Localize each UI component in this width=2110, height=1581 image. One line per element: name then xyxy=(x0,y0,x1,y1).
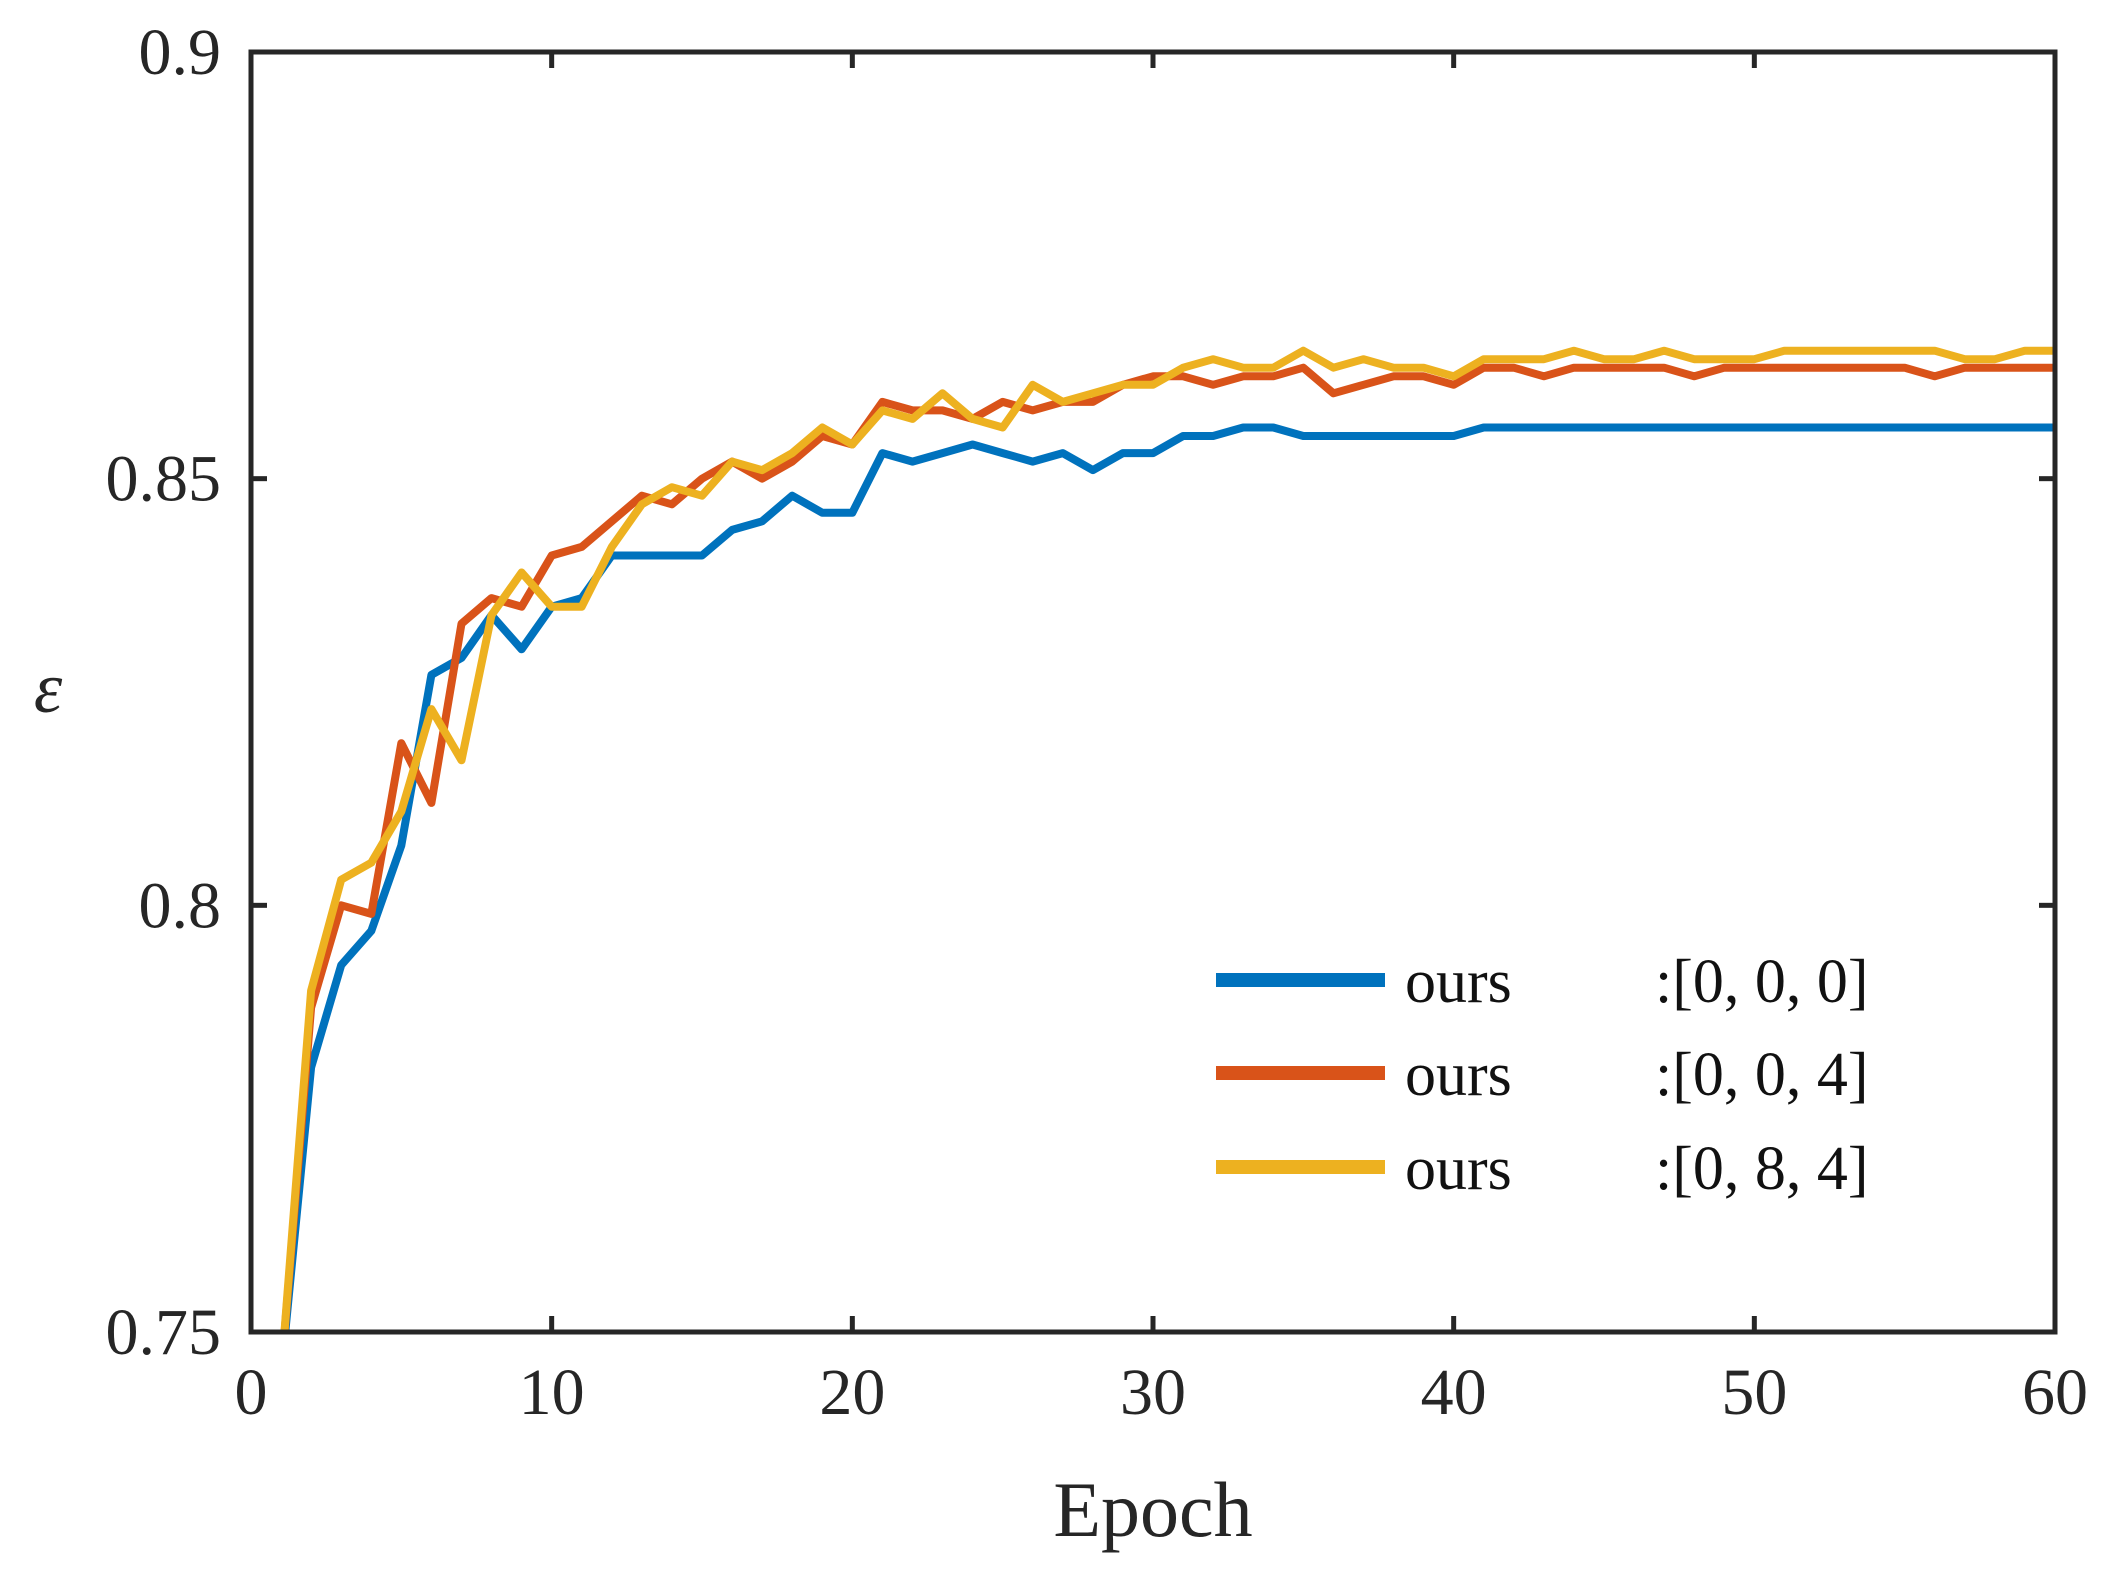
axes: 0 10 20 30 40 50 60 0.75 0.8 0.85 0.9 Epoch ε xyxy=(34,16,2088,1553)
y-tick-label: 0.75 xyxy=(106,1296,222,1369)
y-tick-label: 0.85 xyxy=(106,443,222,516)
x-tick-label: 40 xyxy=(1421,1356,1487,1429)
legend-config-3: :[0, 8, 4] xyxy=(1655,1135,1869,1203)
series-line-3 xyxy=(280,346,2055,1332)
plot-area xyxy=(280,346,2055,1332)
y-tick-label: 0.9 xyxy=(139,16,222,89)
x-tick-label: 50 xyxy=(1721,1356,1787,1429)
legend: ours :[0, 0, 0] ours :[0, 0, 4] ours :[0, 8, … xyxy=(1216,948,1869,1203)
x-tick-label: 60 xyxy=(2022,1356,2088,1429)
y-axis-title: ε xyxy=(34,648,63,728)
y-tick-label: 0.8 xyxy=(139,869,222,942)
legend-label-2: ours xyxy=(1405,1041,1512,1109)
x-tick-label: 0 xyxy=(235,1356,268,1429)
series-line-1 xyxy=(281,423,2055,1332)
legend-label-1: ours xyxy=(1405,948,1512,1016)
legend-config-1: :[0, 0, 0] xyxy=(1655,948,1869,1016)
x-axis-title: Epoch xyxy=(1053,1466,1252,1553)
series-line-2 xyxy=(280,363,2055,1332)
legend-config-2: :[0, 0, 4] xyxy=(1655,1041,1869,1109)
x-tick-label: 10 xyxy=(519,1356,585,1429)
x-tick-label: 30 xyxy=(1120,1356,1186,1429)
x-tick-label: 20 xyxy=(819,1356,885,1429)
legend-label-3: ours xyxy=(1405,1135,1512,1203)
